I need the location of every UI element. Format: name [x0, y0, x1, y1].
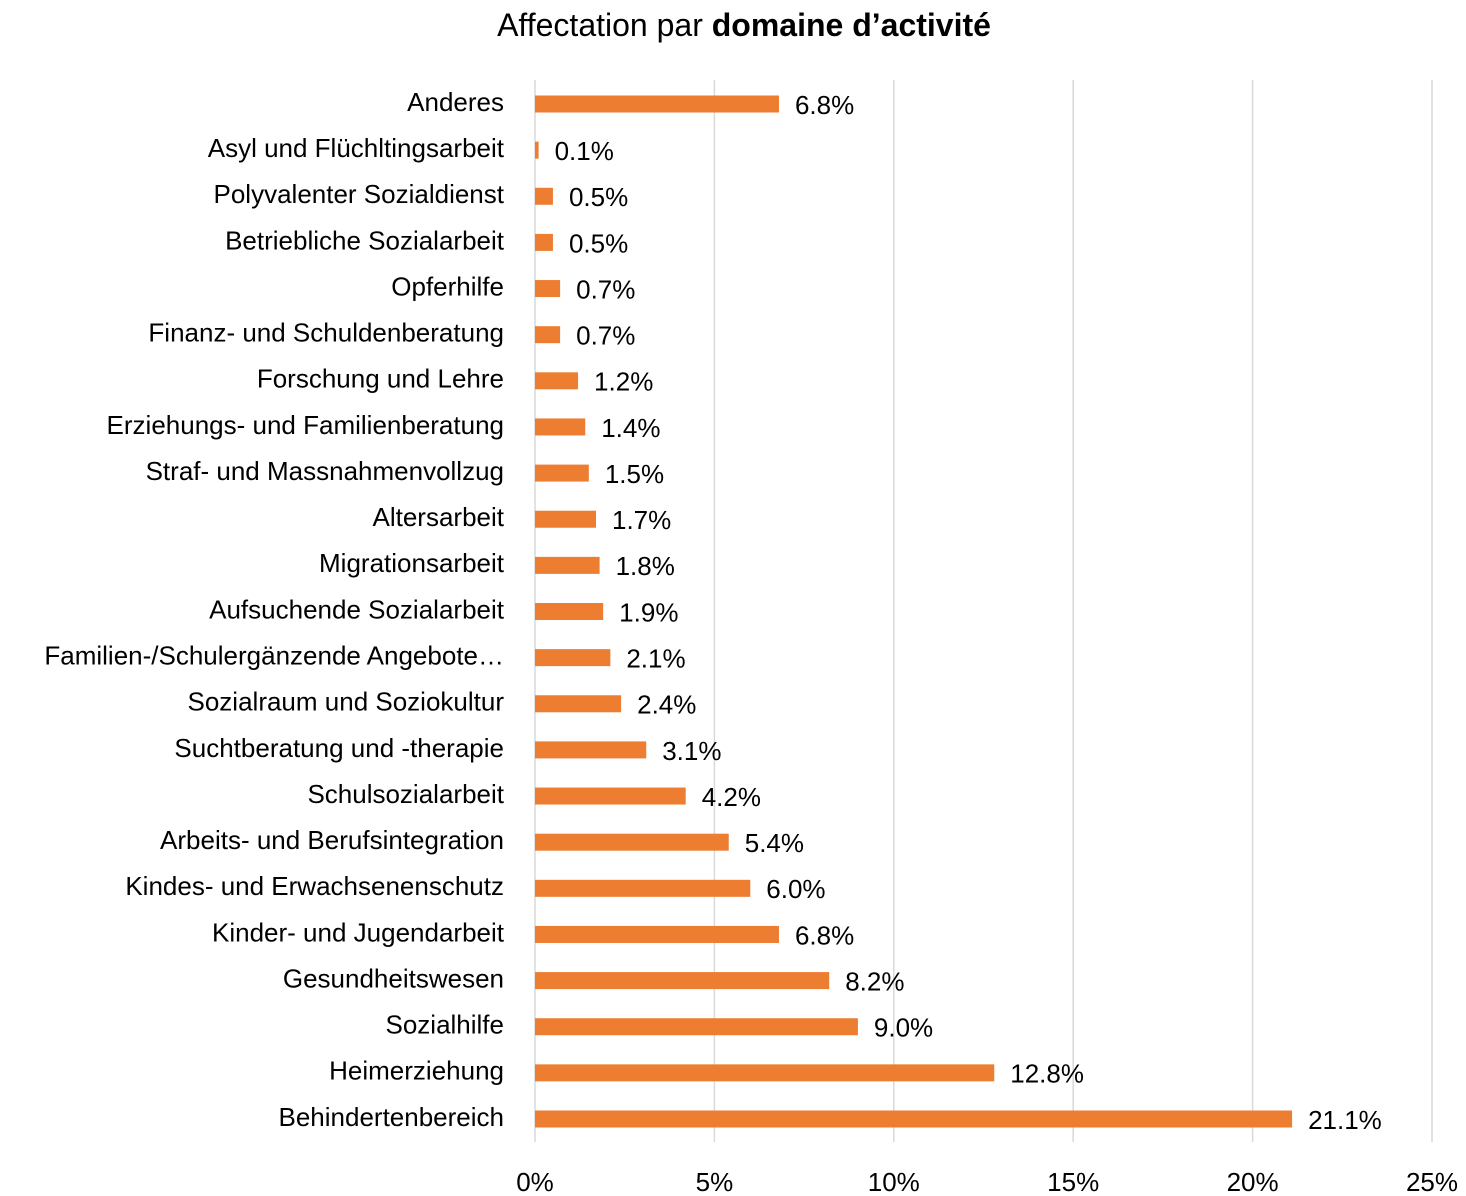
data-label: 1.8% — [616, 551, 675, 581]
data-label: 4.2% — [702, 782, 761, 812]
data-label: 1.2% — [594, 367, 653, 397]
data-label: 2.4% — [637, 690, 696, 720]
bar — [535, 1018, 858, 1036]
x-tick-label: 25% — [1406, 1167, 1458, 1196]
y-tick-label: Opferhilfe — [391, 271, 504, 301]
y-tick-label: Forschung und Lehre — [257, 364, 504, 394]
data-label: 6.8% — [795, 920, 854, 950]
y-tick-label: Migrationsarbeit — [319, 548, 505, 578]
data-label: 1.9% — [619, 597, 678, 627]
y-tick-label: Finanz- und Schuldenberatung — [148, 318, 504, 348]
y-tick-label: Kindes- und Erwachsenenschutz — [125, 871, 504, 901]
bar — [535, 510, 596, 528]
y-tick-label: Kinder- und Jugendarbeit — [212, 917, 505, 947]
bar — [535, 464, 589, 482]
y-tick-label: Heimerziehung — [329, 1056, 504, 1086]
bar — [535, 972, 830, 990]
data-label: 5.4% — [745, 828, 804, 858]
bar — [535, 326, 561, 344]
y-tick-label: Suchtberatung und -therapie — [174, 733, 504, 763]
data-label: 1.5% — [605, 459, 664, 489]
bar — [535, 141, 539, 159]
bar — [535, 925, 779, 943]
data-label: 0.7% — [576, 321, 635, 351]
y-tick-label: Sozialhilfe — [385, 1010, 504, 1040]
y-tick-label: Asyl und Flüchltingsarbeit — [208, 133, 505, 163]
bar — [535, 233, 553, 251]
y-tick-label: Altersarbeit — [373, 502, 505, 532]
y-tick-label: Anderes — [407, 87, 504, 117]
data-label: 21.1% — [1308, 1105, 1382, 1135]
data-label: 1.4% — [601, 413, 660, 443]
data-label: 3.1% — [662, 736, 721, 766]
data-label: 9.0% — [874, 1013, 933, 1043]
x-tick-label: 20% — [1227, 1167, 1279, 1196]
y-tick-label: Straf- und Massnahmenvollzug — [146, 456, 504, 486]
x-tick-label: 0% — [516, 1167, 554, 1196]
bar — [535, 418, 586, 436]
bar — [535, 95, 779, 113]
data-label: 6.0% — [766, 874, 825, 904]
data-label: 6.8% — [795, 90, 854, 120]
y-tick-label: Aufsuchende Sozialarbeit — [209, 594, 505, 624]
y-tick-label: Arbeits- und Berufsintegration — [160, 825, 504, 855]
data-label: 12.8% — [1010, 1059, 1084, 1089]
bar — [535, 280, 561, 298]
bar — [535, 603, 604, 620]
data-label: 0.5% — [569, 182, 628, 212]
bar — [535, 372, 579, 390]
y-tick-label: Polyvalenter Sozialdienst — [214, 179, 505, 209]
y-tick-label: Erziehungs- und Familienberatung — [107, 410, 504, 440]
y-tick-label: Betriebliche Sozialarbeit — [225, 225, 505, 255]
bar — [535, 556, 600, 574]
data-label: 0.7% — [576, 274, 635, 304]
y-tick-label: Behindertenbereich — [279, 1102, 505, 1132]
chart-title: Affectation par domaine d’activité — [497, 7, 991, 43]
bar — [535, 741, 647, 759]
x-tick-label: 5% — [696, 1167, 734, 1196]
y-tick-label: Sozialraum und Soziokultur — [188, 687, 505, 717]
bar — [535, 1110, 1293, 1128]
x-tick-label: 15% — [1047, 1167, 1099, 1196]
data-label: 0.5% — [569, 228, 628, 258]
bar — [535, 787, 686, 805]
bar — [535, 649, 611, 667]
bar — [535, 187, 553, 205]
bar — [535, 833, 729, 851]
bar — [535, 879, 751, 897]
data-label: 0.1% — [555, 136, 614, 166]
bar — [535, 1064, 995, 1082]
title-bold: domaine d’activité — [712, 7, 991, 43]
data-label: 2.1% — [626, 644, 685, 674]
title-text: Affectation par — [497, 7, 703, 43]
data-label: 8.2% — [845, 966, 904, 996]
bar — [535, 695, 622, 713]
y-tick-label: Schulsozialarbeit — [307, 779, 504, 809]
y-tick-label: Familien-/Schulergänzende Angebote… — [44, 641, 504, 671]
y-tick-label: Gesundheitswesen — [283, 963, 504, 993]
x-tick-label: 10% — [868, 1167, 920, 1196]
data-label: 1.7% — [612, 505, 671, 535]
